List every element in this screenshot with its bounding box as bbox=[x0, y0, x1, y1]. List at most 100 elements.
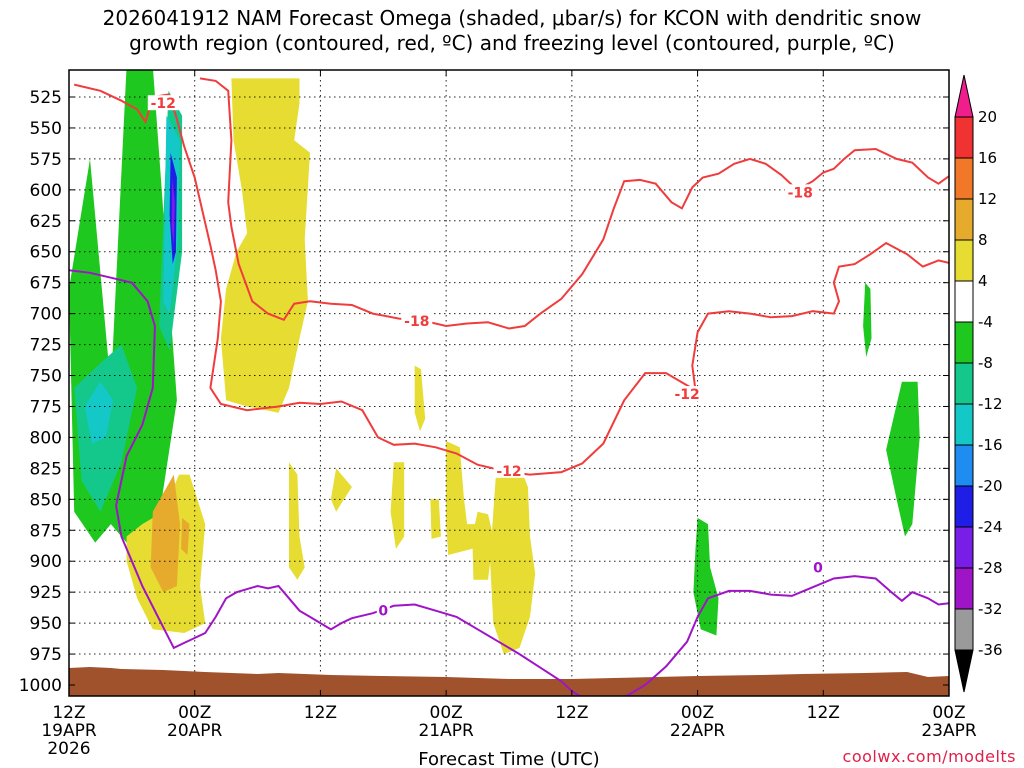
contour-label-3: -12 bbox=[674, 387, 699, 403]
y-tick-label-550: 550 bbox=[30, 119, 62, 139]
colorbar-box-6 bbox=[954, 362, 974, 405]
colorbar-label-5: -4 bbox=[978, 313, 993, 331]
contour-label-bg-1 bbox=[401, 313, 433, 329]
y-tick-label-925: 925 bbox=[30, 583, 62, 603]
contour-label-bg-3 bbox=[671, 386, 703, 402]
colorbar-label-10: -24 bbox=[978, 518, 1003, 536]
y-tick-label-875: 875 bbox=[30, 521, 62, 541]
contour-label-bg-5 bbox=[376, 602, 390, 618]
colorbar-label-12: -32 bbox=[978, 600, 1003, 618]
omega-region-15 bbox=[289, 462, 305, 580]
x-tick-label-0-3: 2026 bbox=[47, 739, 90, 759]
y-tick-label-850: 850 bbox=[30, 490, 62, 510]
contour-label-0: -12 bbox=[151, 96, 176, 112]
omega-region-10 bbox=[220, 78, 310, 413]
y-tick-label-775: 775 bbox=[30, 397, 62, 417]
y-tick-label-700: 700 bbox=[30, 305, 62, 325]
y-tick-label-575: 575 bbox=[30, 150, 62, 170]
plot-area bbox=[69, 70, 949, 696]
y-tick-label-800: 800 bbox=[30, 428, 62, 448]
colorbar-box-8 bbox=[954, 444, 974, 487]
omega-region-13 bbox=[181, 517, 190, 555]
colorbar-label-9: -20 bbox=[978, 477, 1003, 495]
dendritic-minus12-line bbox=[73, 83, 949, 476]
x-tick-label-0-1: 12Z bbox=[52, 703, 85, 723]
colorbar-label-11: -28 bbox=[978, 559, 1003, 577]
contour-label-bg-2 bbox=[493, 462, 525, 478]
omega-region-3 bbox=[886, 381, 920, 537]
x-tick-label-12-2: 20APR bbox=[167, 721, 223, 741]
y-tick-label-975: 975 bbox=[30, 645, 62, 665]
ground-terrain bbox=[69, 667, 949, 696]
x-tick-label-84-1: 00Z bbox=[932, 703, 965, 723]
omega-shading bbox=[69, 70, 920, 655]
omega-region-17 bbox=[390, 462, 405, 549]
colorbar: 20 16 12 8 4 -4 -8 -12 -16 -20 -24 -28 -32 -36 bbox=[954, 74, 1003, 693]
colorbar-box-10 bbox=[954, 526, 974, 569]
contour-label-bg-6 bbox=[811, 559, 825, 575]
colorbar-label-4: 4 bbox=[978, 272, 988, 290]
y-tick-label-750: 750 bbox=[30, 367, 62, 387]
colorbar-box-7 bbox=[954, 403, 974, 446]
colorbar-box-12 bbox=[954, 608, 974, 651]
colorbar-bottom-triangle bbox=[954, 649, 974, 693]
contour-label-4: -18 bbox=[788, 185, 813, 201]
y-tick-label-675: 675 bbox=[30, 274, 62, 294]
x-tick-label-48-1: 12Z bbox=[555, 703, 588, 723]
colorbar-box-4 bbox=[954, 280, 974, 323]
contour-label-6: 0 bbox=[813, 560, 823, 576]
x-tick-label-60-2: 22APR bbox=[670, 721, 726, 741]
omega-region-20 bbox=[472, 511, 494, 580]
contour-label-1: -18 bbox=[404, 314, 429, 330]
x-axis-label: Forecast Time (UTC) bbox=[418, 749, 599, 768]
y-tick-label-900: 900 bbox=[30, 552, 62, 572]
x-tick-label-72-1: 12Z bbox=[807, 703, 840, 723]
colorbar-label-8: -16 bbox=[978, 436, 1003, 454]
y-tick-label-650: 650 bbox=[30, 243, 62, 263]
omega-region-19 bbox=[446, 441, 481, 555]
contour-labels: -12 -18 -12 -12 -18 0 0 bbox=[147, 95, 825, 620]
credit-link[interactable]: coolwx.com/modelts bbox=[842, 747, 1016, 766]
colorbar-top-triangle bbox=[954, 74, 974, 118]
colorbar-label-0: 20 bbox=[978, 108, 997, 126]
colorbar-box-1 bbox=[954, 157, 974, 200]
colorbar-box-9 bbox=[954, 485, 974, 528]
chart-title-line2: growth region (contoured, red, ºC) and f… bbox=[129, 31, 895, 55]
dendritic-minus18-line bbox=[199, 77, 949, 330]
omega-region-14 bbox=[414, 365, 426, 432]
colorbar-label-13: -36 bbox=[978, 641, 1003, 659]
colorbar-box-0 bbox=[954, 116, 974, 159]
contour-label-bg-0 bbox=[147, 95, 179, 111]
chart-title: 2026041912 NAM Forecast Omega (shaded, μ… bbox=[0, 6, 1024, 56]
colorbar-label-3: 8 bbox=[978, 231, 988, 249]
y-tick-label-950: 950 bbox=[30, 614, 62, 634]
x-tick-label-36-2: 21APR bbox=[418, 721, 474, 741]
omega-region-1 bbox=[693, 517, 719, 636]
omega-region-7 bbox=[84, 381, 113, 444]
chart-title-line1: 2026041912 NAM Forecast Omega (shaded, μ… bbox=[102, 6, 922, 30]
colorbar-label-7: -12 bbox=[978, 395, 1003, 413]
colorbar-box-3 bbox=[954, 239, 974, 282]
contour-label-5: 0 bbox=[378, 604, 388, 620]
omega-region-9 bbox=[171, 177, 175, 246]
colorbar-label-6: -8 bbox=[978, 354, 993, 372]
plot-frame bbox=[68, 69, 950, 697]
y-tick-label-625: 625 bbox=[30, 212, 62, 232]
colorbar-label-1: 16 bbox=[978, 149, 997, 167]
x-tick-label-24-1: 12Z bbox=[304, 703, 337, 723]
colorbar-label-2: 12 bbox=[978, 190, 997, 208]
colorbar-box-2 bbox=[954, 198, 974, 241]
omega-region-12 bbox=[150, 474, 180, 593]
omega-region-18 bbox=[430, 499, 441, 539]
x-tick-label-60-1: 00Z bbox=[681, 703, 714, 723]
omega-region-2 bbox=[863, 282, 872, 357]
x-tick-label-12-1: 00Z bbox=[178, 703, 211, 723]
x-tick-label-36-1: 00Z bbox=[430, 703, 463, 723]
x-tick-label-84-2: 23APR bbox=[921, 721, 977, 741]
omega-region-21 bbox=[490, 465, 536, 655]
x-tick-label-0-2: 19APR bbox=[41, 721, 97, 741]
colorbar-box-5 bbox=[954, 321, 974, 364]
contour-label-bg-4 bbox=[784, 184, 816, 200]
contour-label-2: -12 bbox=[496, 464, 521, 480]
